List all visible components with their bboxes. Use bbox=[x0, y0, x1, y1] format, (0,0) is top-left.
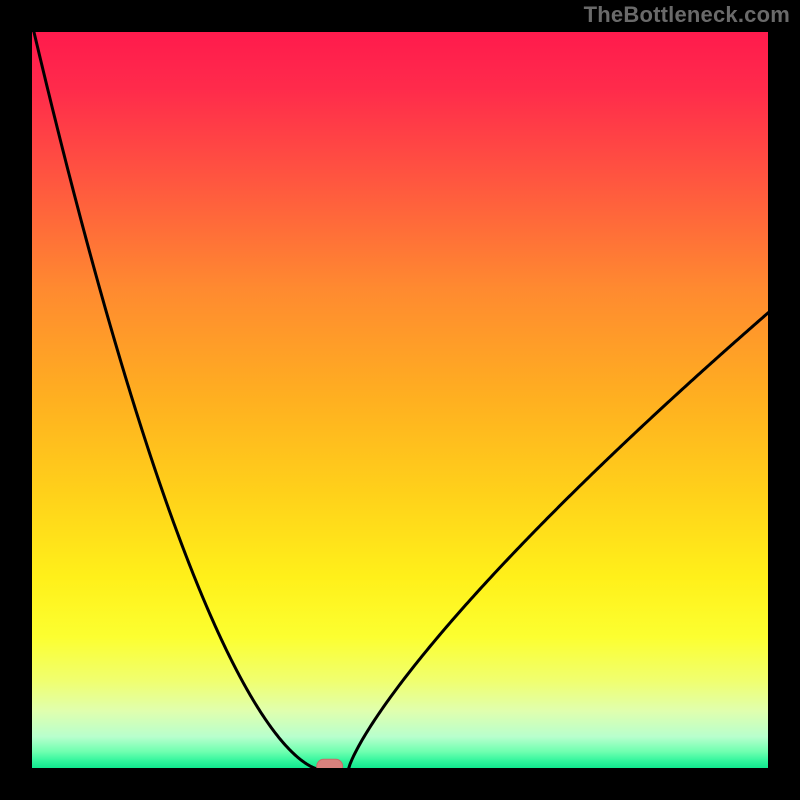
gradient-background bbox=[30, 30, 770, 770]
watermark-text: TheBottleneck.com bbox=[584, 2, 790, 28]
bottleneck-chart bbox=[0, 0, 800, 800]
